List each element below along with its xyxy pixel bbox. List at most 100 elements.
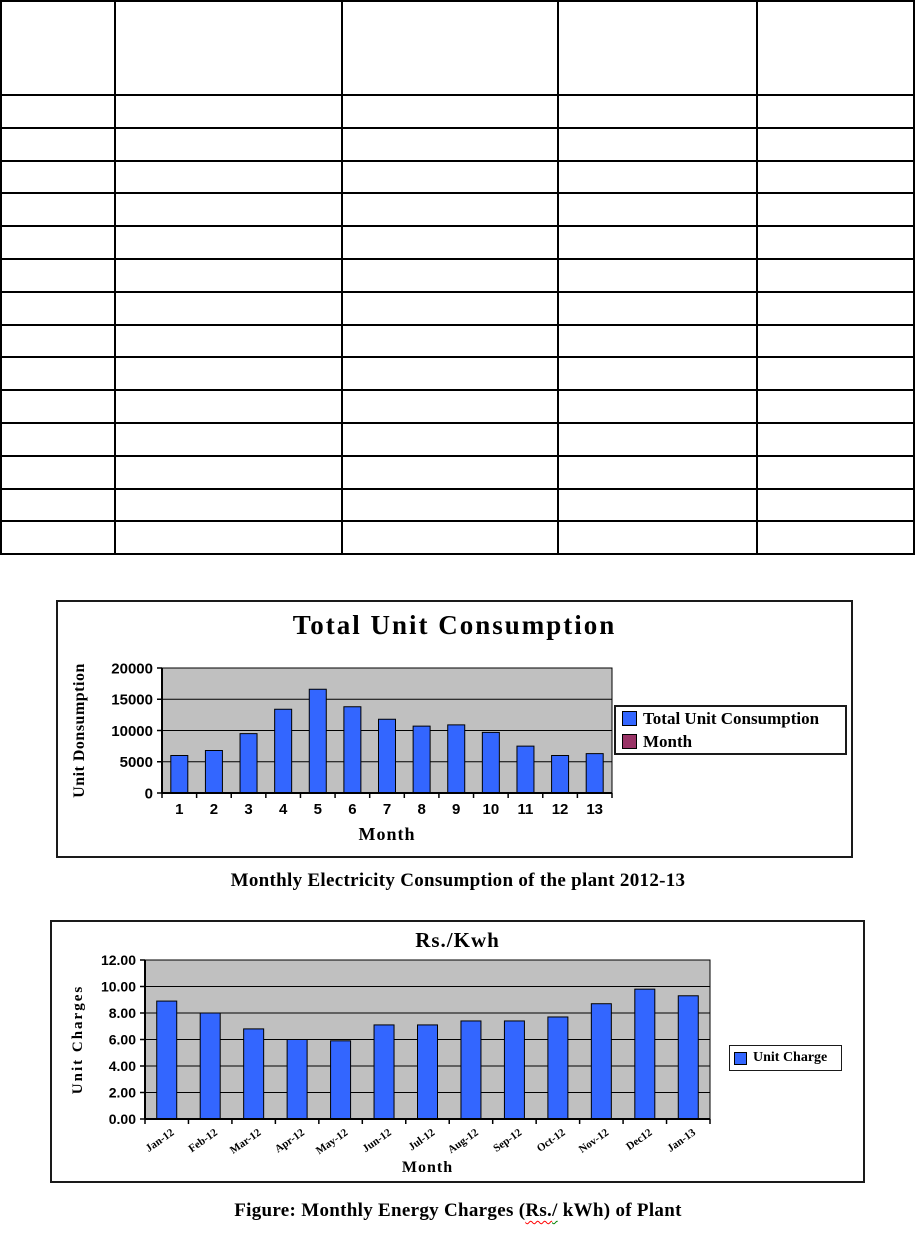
table-cell	[341, 323, 559, 359]
table-cell	[756, 487, 915, 523]
bar-3	[239, 733, 258, 794]
x-tick-label: Dec12	[624, 1126, 655, 1153]
x-axis-title: Month	[358, 824, 415, 844]
x-tick-label: 3	[244, 801, 252, 818]
table-cell	[557, 126, 758, 162]
bar-10	[481, 731, 500, 794]
table-cell	[341, 225, 559, 260]
bar-7	[378, 718, 396, 794]
bar-8	[412, 725, 431, 794]
table-row	[0, 290, 915, 326]
x-tick-label: Jan-12	[144, 1126, 177, 1154]
bar-6	[343, 706, 362, 794]
y-tick-label: 20000	[111, 660, 153, 677]
caption2-rs-misspelled: Rs.	[525, 1200, 553, 1221]
table-cell	[341, 257, 559, 293]
y-tick-label: 12.00	[101, 952, 136, 968]
figure1-caption: Monthly Electricity Consumption of the p…	[230, 870, 686, 891]
x-tick-label: 11	[518, 801, 534, 818]
table-cell	[114, 454, 343, 490]
table-cell	[557, 94, 758, 129]
x-tick-label: May-12	[314, 1126, 351, 1157]
x-axis-title: Month	[402, 1159, 453, 1176]
y-tick-label: 10.00	[101, 978, 136, 994]
chart2-legend: Unit Charge	[729, 1045, 842, 1071]
table-cell	[114, 225, 343, 260]
table-cell	[756, 159, 915, 195]
chart2-title: Rs./Kwh	[415, 928, 500, 952]
table-cell	[756, 225, 915, 260]
table-cell	[0, 192, 116, 228]
table-cell	[341, 389, 559, 424]
bar-4	[274, 708, 293, 794]
table-header-cell	[0, 0, 116, 96]
table-cell	[557, 323, 758, 359]
y-tick-label: 8.00	[109, 1005, 136, 1021]
table-cell	[0, 290, 116, 326]
table-row	[0, 225, 915, 260]
y-tick-label: 0.00	[109, 1111, 136, 1127]
table-cell	[341, 520, 559, 556]
bar-12	[551, 755, 570, 794]
y-tick-label: 0	[145, 785, 153, 802]
legend-label: Month	[643, 731, 693, 751]
table-cell	[341, 94, 559, 129]
bar-Jan-12	[156, 1000, 178, 1120]
y-tick-label: 15000	[111, 692, 153, 709]
x-tick-label: Jan-13	[665, 1126, 698, 1154]
table-row	[0, 356, 915, 392]
table-cell	[341, 356, 559, 392]
table-cell	[756, 356, 915, 392]
table-header-cell	[341, 0, 559, 96]
table-cell	[756, 520, 915, 556]
bar-9	[447, 724, 466, 794]
y-tick-label: 10000	[111, 723, 153, 740]
table-cell	[114, 159, 343, 195]
table-cell	[756, 257, 915, 293]
table-cell	[341, 454, 559, 490]
table-cell	[114, 126, 343, 162]
table-cell	[0, 225, 116, 260]
caption2-prefix: Figure: Monthly Energy Charges (	[234, 1200, 526, 1221]
x-tick-label: 7	[383, 801, 391, 818]
x-tick-label: 5	[314, 801, 322, 818]
x-tick-label: 12	[552, 801, 569, 818]
x-tick-label: Mar-12	[228, 1126, 264, 1156]
x-tick-label: Sep-12	[491, 1126, 524, 1154]
caption2-suffix: kWh) of Plant	[557, 1200, 682, 1221]
table-row	[0, 520, 915, 556]
x-tick-label: 4	[279, 801, 288, 818]
table-row	[0, 94, 915, 129]
table-cell	[557, 225, 758, 260]
table-cell	[341, 421, 559, 457]
table-cell	[0, 126, 116, 162]
table-cell	[0, 257, 116, 293]
table-cell	[0, 323, 116, 359]
table-row	[0, 487, 915, 523]
x-tick-label: Feb-12	[186, 1126, 220, 1155]
table-cell	[557, 421, 758, 457]
figure-rs-per-kwh: Rs./Kwh 0.00 2.00 4.00 6.00 8.00 10.00 12.00 Ja…	[50, 920, 865, 1183]
table-cell	[756, 421, 915, 457]
x-tick-label: 8	[417, 801, 425, 818]
table-cell	[341, 487, 559, 523]
table-cell	[0, 159, 116, 195]
bar-Aug-12	[460, 1020, 482, 1120]
figure2-caption: Figure: Monthly Energy Charges (Rs./ kWh…	[0, 1200, 916, 1222]
chart2-plot-area: 0.00 2.00 4.00 6.00 8.00 10.00 12.00 Jan-12 Feb-…	[70, 952, 711, 1176]
x-tick-label: 6	[348, 801, 356, 818]
y-tick-label: 4.00	[109, 1058, 136, 1074]
table-cell	[0, 421, 116, 457]
legend-label: Total Unit Consumption	[643, 708, 820, 728]
legend-swatch	[622, 711, 637, 726]
table-cell	[756, 94, 915, 129]
x-tick-label: Jul-12	[406, 1126, 437, 1153]
table-header-row	[0, 0, 915, 96]
table-cell	[114, 487, 343, 523]
bar-5	[308, 688, 327, 794]
table-cell	[557, 356, 758, 392]
legend-swatch	[734, 1051, 747, 1065]
table-cell	[557, 454, 758, 490]
x-tick-label: Apr-12	[273, 1126, 307, 1155]
bar-Dec12	[634, 988, 656, 1120]
